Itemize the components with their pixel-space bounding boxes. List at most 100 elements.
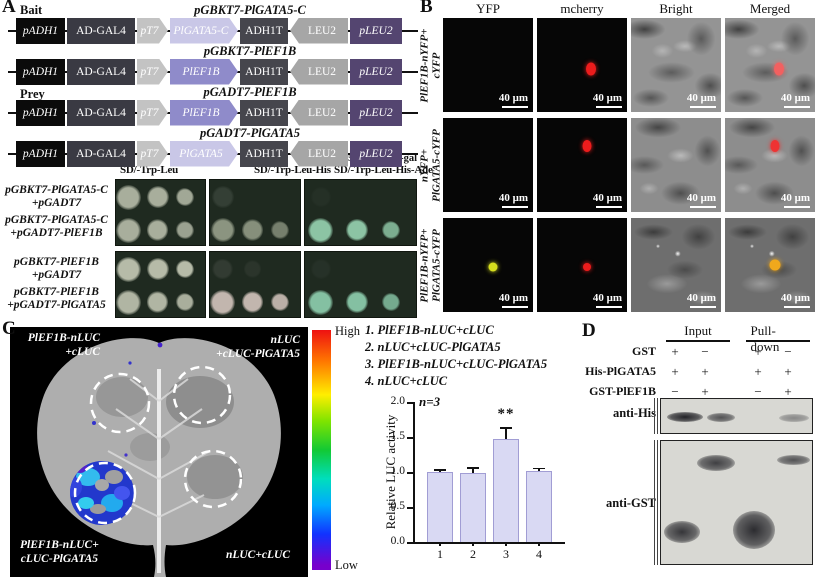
fluorescence-signal <box>583 262 592 271</box>
segment-LEU2: LEU2 <box>290 140 348 167</box>
colony-spot <box>346 219 368 241</box>
colorbar-low-label: Low <box>335 558 358 572</box>
colony-spot <box>176 221 195 240</box>
colony-spot <box>147 219 169 241</box>
western-blot-anti-GST <box>660 440 813 565</box>
protein-band <box>667 412 703 422</box>
luc-activity-bar-2 <box>460 472 486 542</box>
b-row-label-1: PlEF1B-nYFP+ cYFP <box>419 19 444 113</box>
scale-bar-line <box>690 306 716 308</box>
scale-bar-line <box>502 306 528 308</box>
construct-row-4: pADH1 AD-GAL4 pT7 PlGATA5 ADH1T LEU2 pLEU2 <box>8 140 418 167</box>
scale-bar: 40 μm <box>687 293 716 308</box>
scale-bar: 40 μm <box>687 93 716 108</box>
segment-LEU2: LEU2 <box>290 99 348 126</box>
panel-c-letter: C <box>2 318 16 339</box>
scale-bar-line <box>596 106 622 108</box>
scale-bar-line <box>502 106 528 108</box>
colony-spot <box>116 289 142 315</box>
micrograph-yfp: 40 μm <box>443 218 533 312</box>
colony-spot <box>116 184 142 210</box>
segment-pADH1: pADH1 <box>16 140 65 167</box>
segment-ADH1T: ADH1T <box>240 17 288 44</box>
segment-LEU2: LEU2 <box>290 58 348 85</box>
segment-PlGATA5-C: PlGATA5-C <box>170 18 238 44</box>
segment-pADH1: pADH1 <box>16 99 65 126</box>
scale-bar: 40 μm <box>781 93 810 108</box>
luminescence-colorbar <box>312 330 331 570</box>
segment-AD-GAL4: AD-GAL4 <box>67 99 135 126</box>
luc-chart: n=3 Relative LUC activity 1. PlEF1B-nLUC… <box>355 318 607 582</box>
b-row-label-line: PlEF1B-nYFP+ <box>418 228 431 303</box>
construct-title-1: pGBKT7-PlGATA5-C <box>194 3 306 17</box>
presence-sign: + <box>701 364 709 379</box>
component-label-GST-PlEF1B: GST-PlEF1B <box>589 384 656 398</box>
panel-b-bifc: B YFP mcherry Bright Merged PlEF1B-nYFP+ cYFP… <box>418 0 830 318</box>
presence-sign: + <box>754 344 762 359</box>
scale-bar-line <box>784 206 810 208</box>
micrograph-mcherry: 40 μm <box>537 18 627 112</box>
quadrant-label-line: +cLUC-PlGATA5 <box>216 347 300 360</box>
micrograph-yfp: 40 μm <box>443 18 533 112</box>
panel-a-letter: A <box>2 0 16 17</box>
scale-bar: 40 μm <box>781 293 810 308</box>
colony-spot <box>116 217 142 243</box>
colony-spot <box>176 292 195 312</box>
media-header-3: SD/-Trp-Leu-His-Ade <box>334 164 433 176</box>
segment-pLEU2: pLEU2 <box>350 17 402 44</box>
group-header-input: Input <box>684 323 712 338</box>
scale-bar-line <box>596 306 622 308</box>
scale-bar: 40 μm <box>593 93 622 108</box>
legend-item-1: 1. PlEF1B-nLUC+cLUC <box>365 323 494 337</box>
presence-sign: + <box>671 364 679 379</box>
scale-bar-line <box>596 206 622 208</box>
scale-bar: 40 μm <box>687 193 716 208</box>
scale-bar: 40 μm <box>781 193 810 208</box>
colony-spot <box>243 260 262 278</box>
fluorescence-signal <box>586 62 596 76</box>
scale-bar-label: 40 μm <box>780 192 810 204</box>
quadrant-label-tl: PlEF1B-nLUC +cLUC <box>24 332 100 359</box>
presence-sign: − <box>671 384 679 399</box>
colony-spot <box>346 291 368 313</box>
x-category-label: 4 <box>536 547 542 561</box>
colony-spot <box>308 289 334 315</box>
scale-bar-line <box>502 206 528 208</box>
colony-spot <box>241 219 263 241</box>
column-header-merged: Merged <box>749 1 791 16</box>
colony-spot <box>311 187 331 207</box>
y2h-row-label-1: pGBKT7-PlGATA5-C +pGADT7 <box>0 184 113 209</box>
colony-spot <box>175 259 195 279</box>
group-underline <box>746 340 810 342</box>
y2h-row-label-4: pGBKT7-PlEF1B +pGADT7-PlGATA5 <box>0 286 113 311</box>
y2h-row-label-line: +pGADT7-PlEF1B <box>10 226 103 239</box>
colony-spot <box>210 289 236 315</box>
segment-AD-GAL4: AD-GAL4 <box>67 140 135 167</box>
fluorescence-signal <box>582 140 592 153</box>
scale-bar-line <box>690 106 716 108</box>
segment-pLEU2: pLEU2 <box>350 99 402 126</box>
x-axis <box>413 542 565 544</box>
scale-bar-line <box>784 306 810 308</box>
y2h-row-label-line: pGBKT7-PlGATA5-C <box>5 214 108 226</box>
legend-item-2: 2. nLUC+cLUC-PlGATA5 <box>365 340 501 354</box>
b-row-label-line: PlGATA5-cYFP <box>430 129 443 202</box>
scale-bar-label: 40 μm <box>592 92 622 104</box>
error-bar-line <box>505 427 507 440</box>
quadrant-label-bl: PlEF1B-nLUC+ cLUC-PlGATA5 <box>20 539 99 566</box>
colony-spot <box>212 186 234 208</box>
y-tick <box>407 542 413 544</box>
scale-bar-label: 40 μm <box>498 92 528 104</box>
colony-spot <box>147 291 169 313</box>
scale-bar: 40 μm <box>593 293 622 308</box>
legend-item-4: 4. nLUC+cLUC <box>365 374 448 388</box>
micrograph-bright: 40 μm <box>631 218 721 312</box>
component-label-GST: GST <box>631 344 656 358</box>
colorbar-high-label: High <box>335 324 360 338</box>
y-tick <box>407 437 413 439</box>
y2h-row-label-line: +pGADT7-PlGATA5 <box>7 298 106 311</box>
luc-activity-bar-1 <box>427 472 453 542</box>
segment-ADH1T: ADH1T <box>240 140 288 167</box>
scale-bar: 40 μm <box>499 293 528 308</box>
scale-bar-label: 40 μm <box>780 292 810 304</box>
